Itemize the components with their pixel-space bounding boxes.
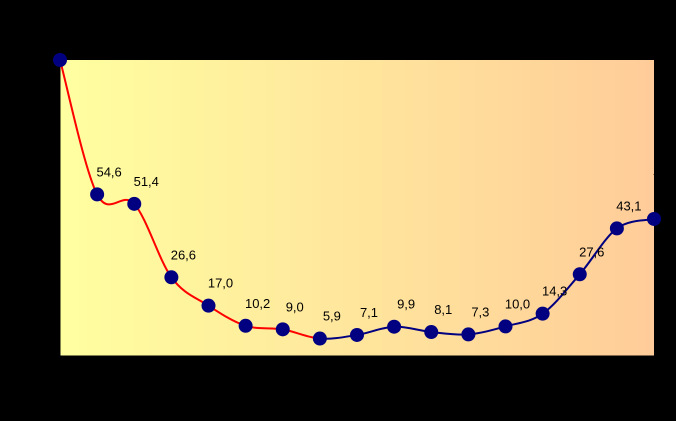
data-label: 17,0 [208, 276, 233, 291]
data-point [238, 318, 253, 333]
data-label: 7,1 [360, 305, 378, 320]
data-label: 26,6 [171, 247, 196, 262]
data-point [424, 325, 439, 340]
data-label: 51,4 [134, 174, 159, 189]
data-point [90, 187, 105, 202]
data-label: 43,1 [616, 198, 641, 213]
data-point [312, 331, 327, 346]
data-label: 7,3 [471, 304, 489, 319]
series-line-increasing [319, 217, 655, 340]
data-labels: 54,6 51,4 26,6 17,0 10,2 9,0 5,9 7,1 9,9 8,1 7,3 10… [96, 164, 676, 323]
data-point [275, 322, 290, 337]
data-label: 46,3 [653, 165, 676, 180]
data-point [498, 319, 513, 334]
data-point [53, 53, 67, 67]
data-point [535, 306, 550, 321]
data-points [53, 53, 661, 346]
data-label: 54,6 [96, 164, 121, 179]
data-point [572, 267, 587, 282]
data-label: 9,9 [397, 297, 415, 312]
data-point [350, 327, 364, 342]
data-point [164, 270, 179, 285]
data-label: 5,9 [323, 309, 341, 324]
data-label: 14,3 [542, 284, 567, 299]
data-label: 8,1 [434, 302, 452, 317]
data-label: 10,2 [245, 296, 270, 311]
data-label: 9,0 [286, 299, 304, 314]
data-point [609, 221, 624, 236]
data-label: 27,6 [579, 244, 604, 259]
data-point [647, 211, 661, 226]
data-point [201, 298, 216, 313]
data-point [127, 196, 142, 211]
data-label: 10,0 [505, 296, 530, 311]
data-point [387, 319, 402, 334]
data-point [461, 327, 476, 342]
plot-area [60, 60, 654, 356]
